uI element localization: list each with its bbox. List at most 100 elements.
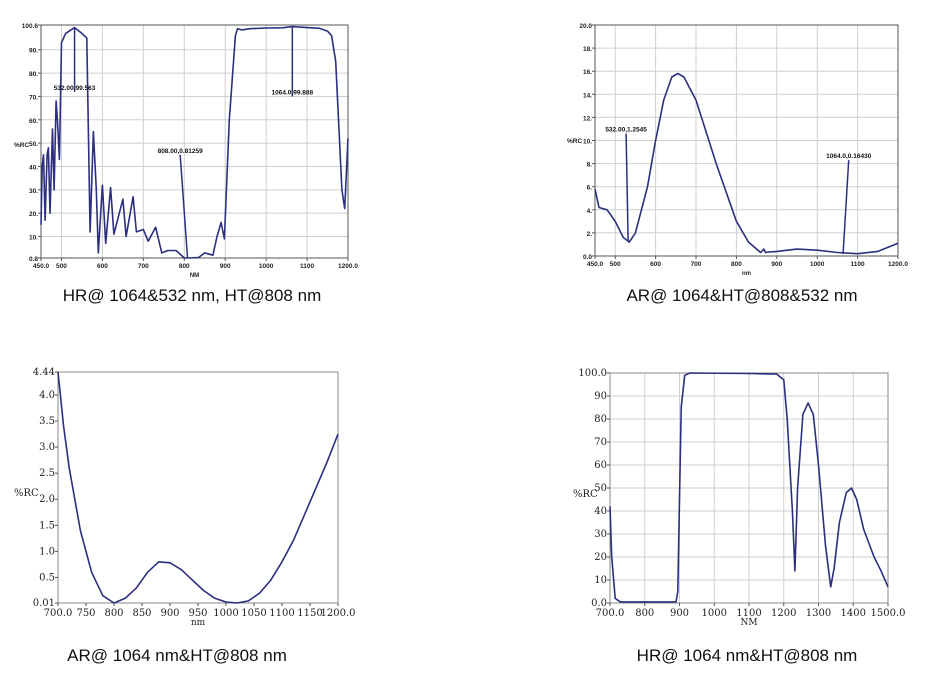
y-tick-label: 16.	[583, 69, 592, 76]
x-tick-label: 1000	[702, 608, 727, 619]
annotation-leader-line	[625, 133, 629, 242]
x-tick-label: 450.0	[587, 261, 604, 268]
x-tick-label: 900	[220, 263, 231, 270]
x-tick-label: 800	[731, 261, 742, 268]
x-tick-label: 1050	[241, 608, 266, 619]
y-tick-label: 0.8	[29, 256, 38, 263]
y-tick-label: 50	[594, 483, 607, 494]
chart-2: 450.0 500 600 700 800 900 1000 1100 1200.0 0.0 2. 4…	[567, 23, 908, 277]
y-tick-label: 90	[594, 391, 607, 402]
y-tick-label: 14.	[583, 92, 592, 99]
x-tick-label: 700	[138, 263, 149, 270]
series-line	[609, 372, 889, 603]
y-tick-label: 0.01	[33, 598, 55, 609]
y-tick-label: 80	[594, 414, 607, 425]
x-tick-label: 800	[635, 608, 654, 619]
x-tick-label: 950	[188, 608, 207, 619]
y-tick-label: 20	[594, 552, 607, 563]
y-tick-label: 3.0	[39, 442, 55, 453]
y-tick-label: 100.6	[22, 23, 39, 30]
y-tick-label: 70.	[29, 94, 38, 101]
x-tick-label: 1150	[297, 608, 322, 619]
x-axis-label: nm	[191, 618, 206, 628]
y-tick-label: 18.	[583, 46, 592, 53]
y-tick-label: 1.5	[39, 520, 55, 531]
x-tick-label: 700	[691, 261, 702, 268]
x-tick-label: 1200.0	[888, 261, 908, 268]
y-tick-label: 4.	[587, 208, 593, 215]
annotation-label: 532.00,99.563	[54, 85, 96, 92]
x-tick-label: 750	[76, 608, 95, 619]
annotation-label: 532.00,1.2545	[605, 127, 647, 134]
y-tick-label: 80.	[29, 71, 38, 78]
y-tick-label: 30	[594, 529, 607, 540]
x-tick-label: 900	[160, 608, 179, 619]
chart-3-caption: AR@ 1064 nm&HT@808 nm	[67, 646, 287, 665]
annotation-label: 1064.0,0.16430	[826, 153, 872, 160]
x-axis-label: NM	[190, 273, 199, 279]
chart-1: 450.0 500 600 700 800 900 1000 1100 1200.0 0.8 10.…	[14, 23, 358, 279]
x-tick-label: 1100	[269, 608, 294, 619]
y-tick-label: 40.	[29, 164, 38, 171]
x-tick-label: 1000	[213, 608, 238, 619]
annotation-label: 1064.0,99.888	[272, 89, 314, 96]
x-tick-label: 1100	[736, 608, 761, 619]
y-tick-label: 40	[594, 506, 607, 517]
y-tick-label: 6.	[587, 185, 593, 192]
y-tick-label: 0.0	[583, 254, 592, 261]
x-tick-label: 700.0	[596, 608, 625, 619]
annotation-label: 808.00,0.81259	[158, 148, 204, 155]
y-tick-label: 4.44	[33, 367, 55, 378]
y-axis-label: %RC	[567, 138, 582, 145]
y-tick-label: 0.5	[39, 572, 55, 583]
x-tick-label: 1100	[300, 263, 314, 270]
series-line	[40, 25, 349, 259]
chart-2-caption: AR@ 1064&HT@808&532 nm	[626, 286, 858, 305]
y-tick-label: 4.0	[39, 390, 55, 401]
x-tick-label: 900	[670, 608, 689, 619]
annotation-leader-line	[179, 154, 189, 259]
x-tick-label: 1200.0	[338, 263, 358, 270]
y-tick-label: 60	[594, 460, 607, 471]
annotation-leader-line	[842, 160, 850, 255]
y-tick-label: 10.	[29, 235, 38, 242]
y-tick-label: 2.	[587, 231, 593, 238]
y-tick-label: 20.0	[579, 23, 592, 30]
y-tick-label: 10	[594, 575, 607, 586]
x-tick-label: 900	[771, 261, 782, 268]
x-tick-label: 1200.0	[321, 608, 356, 619]
y-tick-label: 90.	[29, 48, 38, 55]
chart-4-caption: HR@ 1064 nm&HT@808 nm	[636, 646, 858, 665]
y-tick-label: 60.	[29, 118, 38, 125]
x-axis-label: nm	[742, 271, 751, 277]
y-tick-label: 50.	[29, 141, 38, 148]
x-tick-label: 1500.0	[871, 608, 906, 619]
x-tick-label: 800	[179, 263, 190, 270]
x-tick-label: 500	[610, 261, 621, 268]
x-tick-label: 600	[97, 263, 108, 270]
plot-frame	[57, 371, 339, 604]
y-tick-label: 20.	[29, 211, 38, 218]
y-axis-label: %RC	[14, 488, 39, 499]
y-tick-label: 10.	[583, 139, 592, 146]
y-tick-label: 2.5	[39, 468, 55, 479]
x-tick-label: 1000	[810, 261, 825, 268]
x-tick-label: 850	[132, 608, 151, 619]
y-tick-label: 8.	[587, 162, 593, 169]
x-tick-label: 500	[56, 263, 67, 270]
y-tick-label: 100.0	[578, 368, 607, 379]
x-tick-label: 1300	[806, 608, 831, 619]
y-tick-label: 12.	[583, 115, 592, 122]
y-axis-label: %RC	[14, 142, 29, 149]
y-tick-label: 3.5	[39, 416, 55, 427]
series-line	[594, 72, 899, 255]
x-tick-label: 1400	[841, 608, 866, 619]
y-axis-label: %RC	[573, 489, 598, 500]
y-tick-label: 1.0	[39, 546, 55, 557]
series-line	[57, 371, 339, 604]
x-tick-label: 1200	[771, 608, 796, 619]
x-tick-label: 600	[650, 261, 661, 268]
x-tick-label: 1000	[259, 263, 274, 270]
x-axis-label: NM	[740, 618, 757, 628]
